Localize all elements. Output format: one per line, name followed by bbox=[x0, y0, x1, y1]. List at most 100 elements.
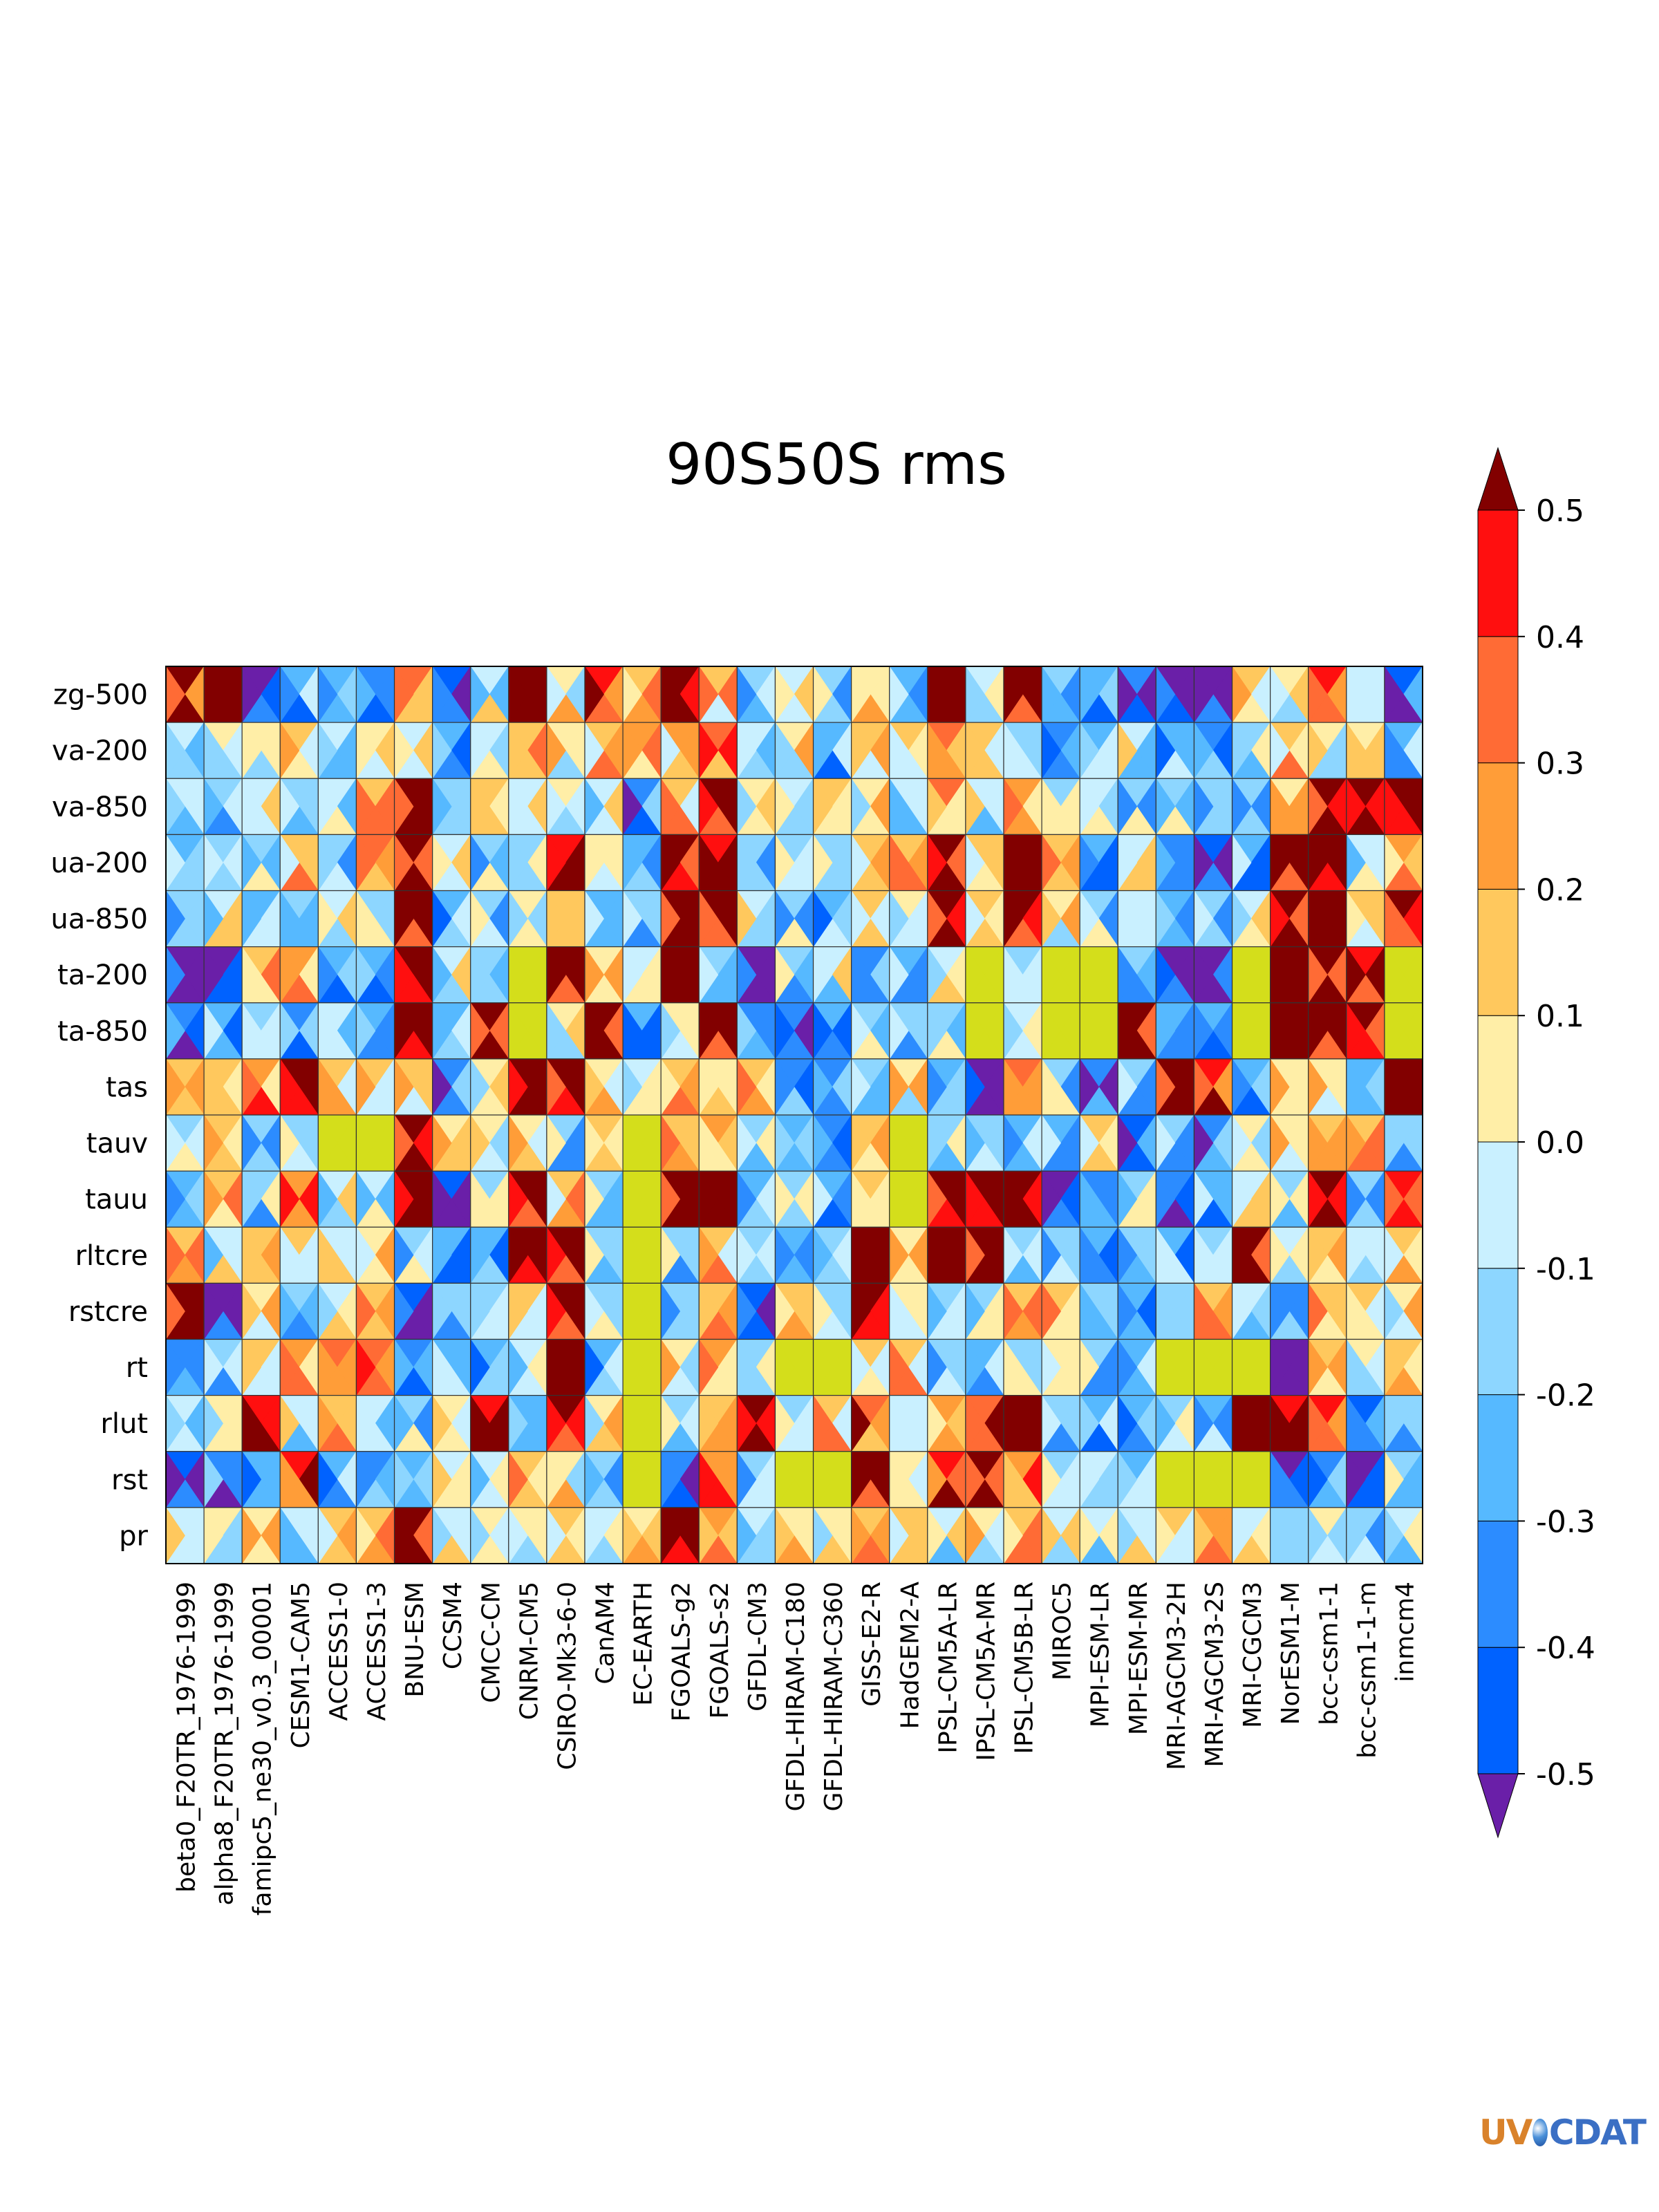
heatmap-cell bbox=[1308, 722, 1347, 780]
heatmap-cell bbox=[546, 1058, 585, 1116]
heatmap-cell bbox=[1155, 834, 1195, 892]
heatmap-cell bbox=[812, 834, 852, 892]
heatmap-cell bbox=[279, 1170, 319, 1228]
heatmap-cell bbox=[927, 1002, 966, 1060]
heatmap-cell bbox=[1270, 722, 1309, 780]
heatmap-cell bbox=[1193, 1002, 1233, 1060]
heatmap-cell bbox=[1003, 1506, 1042, 1564]
heatmap-cell bbox=[508, 666, 547, 724]
column-label: inmcm4 bbox=[1391, 1582, 1420, 1683]
heatmap-cell bbox=[508, 1058, 547, 1116]
heatmap-cell bbox=[1117, 946, 1156, 1004]
heatmap-cell bbox=[1155, 1450, 1195, 1508]
heatmap-cell bbox=[1117, 1282, 1156, 1340]
heatmap-cell bbox=[355, 946, 395, 1004]
heatmap-cell bbox=[1041, 1226, 1080, 1284]
heatmap-cell bbox=[774, 834, 814, 892]
column-label: famipc5_ne30_v0.3_00001 bbox=[249, 1582, 277, 1915]
heatmap-cell bbox=[203, 1394, 243, 1452]
heatmap-cell bbox=[393, 1506, 433, 1564]
heatmap-cell bbox=[584, 834, 624, 892]
heatmap-cell bbox=[622, 666, 662, 724]
heatmap-cell bbox=[1346, 1506, 1385, 1564]
heatmap-cell bbox=[355, 1338, 395, 1396]
heatmap-cell bbox=[203, 722, 243, 780]
heatmap-cell bbox=[965, 1002, 1004, 1060]
heatmap-cell bbox=[317, 1058, 357, 1116]
colorbar-tick-label: -0.5 bbox=[1536, 1757, 1595, 1792]
heatmap-cell bbox=[317, 1170, 357, 1228]
heatmap-cell bbox=[851, 1002, 890, 1060]
heatmap-cell bbox=[1079, 1394, 1118, 1452]
heatmap-cell bbox=[622, 1114, 662, 1172]
heatmap-cell bbox=[1270, 1170, 1309, 1228]
heatmap-cell bbox=[470, 1170, 509, 1228]
column-label: alpha8_F20TR_1976-1999 bbox=[211, 1582, 239, 1905]
heatmap-cell bbox=[203, 1058, 243, 1116]
heatmap-cell bbox=[584, 1450, 624, 1508]
heatmap-cell bbox=[1346, 890, 1385, 948]
heatmap-cell bbox=[165, 834, 205, 892]
heatmap-cell bbox=[927, 1282, 966, 1340]
heatmap-cell bbox=[1079, 1282, 1118, 1340]
heatmap-cell bbox=[851, 666, 890, 724]
heatmap-cell bbox=[1155, 1394, 1195, 1452]
heatmap-cell bbox=[889, 778, 928, 836]
heatmap-cell bbox=[1346, 1338, 1385, 1396]
heatmap-cell bbox=[965, 1506, 1004, 1564]
heatmap-cell bbox=[1117, 1394, 1156, 1452]
heatmap-cell bbox=[1384, 1002, 1423, 1060]
heatmap-cell bbox=[1231, 1058, 1271, 1116]
heatmap-cell bbox=[889, 834, 928, 892]
heatmap-cell bbox=[1003, 890, 1042, 948]
column-label: MRI-CGCM3 bbox=[1239, 1582, 1267, 1728]
heatmap-cell bbox=[812, 1114, 852, 1172]
heatmap-cell bbox=[1308, 1058, 1347, 1116]
heatmap-cell bbox=[393, 1338, 433, 1396]
row-label: pr bbox=[119, 1520, 148, 1552]
heatmap-cell bbox=[1384, 946, 1423, 1004]
heatmap-cell bbox=[698, 946, 738, 1004]
row-label: rltcre bbox=[75, 1240, 148, 1272]
heatmap-cell bbox=[1308, 890, 1347, 948]
heatmap-cell bbox=[1079, 1170, 1118, 1228]
heatmap-cell bbox=[241, 834, 281, 892]
heatmap-cell bbox=[1003, 778, 1042, 836]
row-label: ua-200 bbox=[50, 847, 148, 879]
heatmap-cell bbox=[584, 1394, 624, 1452]
heatmap-cell bbox=[736, 778, 776, 836]
heatmap-cell bbox=[774, 1506, 814, 1564]
heatmap-cell bbox=[546, 1506, 585, 1564]
heatmap-cell bbox=[851, 722, 890, 780]
heatmap-cell bbox=[927, 1394, 966, 1452]
heatmap-cell bbox=[812, 890, 852, 948]
heatmap-cell bbox=[1193, 1450, 1233, 1508]
heatmap-cell bbox=[432, 666, 471, 724]
heatmap-cell bbox=[165, 1282, 205, 1340]
heatmap-cell bbox=[698, 1114, 738, 1172]
heatmap-cell bbox=[355, 1114, 395, 1172]
heatmap-cell bbox=[812, 778, 852, 836]
heatmap-cell bbox=[698, 1170, 738, 1228]
heatmap-cell bbox=[355, 834, 395, 892]
heatmap-cell bbox=[851, 1058, 890, 1116]
heatmap-cell bbox=[1231, 1114, 1271, 1172]
heatmap-cell bbox=[393, 890, 433, 948]
heatmap-cell bbox=[1155, 1058, 1195, 1116]
heatmap-cell bbox=[889, 1002, 928, 1060]
heatmap-cell bbox=[774, 1114, 814, 1172]
row-labels: zg-500 va-200 va-850 ua-200 ua-850 ta-200 ta-8… bbox=[50, 679, 148, 1553]
heatmap-cell bbox=[355, 1450, 395, 1508]
heatmap-cell bbox=[355, 1282, 395, 1340]
row-label: tauv bbox=[86, 1128, 148, 1160]
heatmap-cell bbox=[927, 1338, 966, 1396]
heatmap-cell bbox=[1308, 1226, 1347, 1284]
heatmap-cell bbox=[622, 834, 662, 892]
heatmap-cell bbox=[1117, 890, 1156, 948]
colorbar-over-triangle bbox=[1477, 447, 1519, 511]
column-label: NorESM1-M bbox=[1277, 1582, 1305, 1725]
heatmap-cell bbox=[1231, 1226, 1271, 1284]
heatmap-cell bbox=[1308, 1114, 1347, 1172]
heatmap-cell bbox=[1117, 1338, 1156, 1396]
